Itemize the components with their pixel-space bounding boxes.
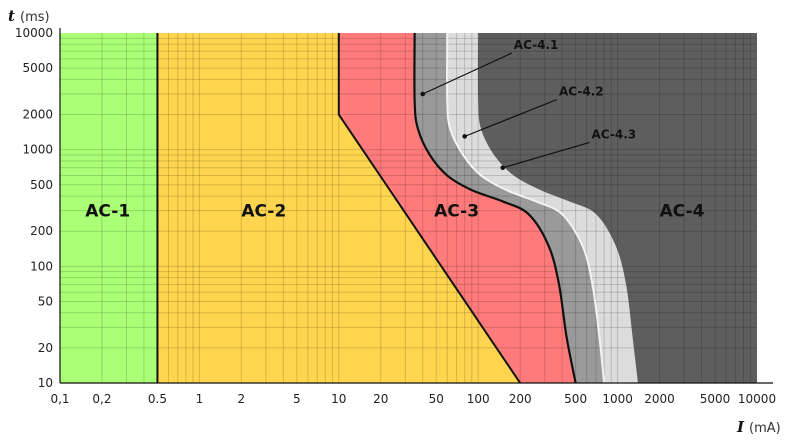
annotation-label-ac-4-2: AC-4.2 [559,84,604,98]
y-tick-label: 10000 [15,26,53,40]
annotation-dot-1 [420,91,426,97]
x-tick-label: 1000 [602,392,633,406]
lines-layer [156,32,606,384]
curve-c2-line [446,32,606,384]
x-tick-label: 200 [509,392,532,406]
x-tick-label: 50 [429,392,444,406]
annotation-dot-2 [462,134,467,139]
zone-ac-1 [60,33,158,383]
curve-c1-line [413,32,577,384]
y-tick-label: 1000 [22,143,53,157]
axes-layer [59,28,773,384]
annotation-dot-3 [500,165,506,171]
x-tick-label: 10000 [738,392,776,406]
x-tick-label: 0,2 [92,392,111,406]
zone-label-ac-3: AC-3 [434,202,479,222]
y-tick-label: 200 [30,224,53,238]
zone-label-ac-2: AC-2 [241,202,286,222]
y-tick-label: 2000 [22,108,53,122]
zone-ac-2 [60,33,521,383]
x-tick-label: 5 [293,392,301,406]
x-tick-label: 0.5 [148,392,167,406]
x-tick-label: 5000 [700,392,731,406]
y-tick-label: 5000 [22,61,53,75]
x-tick-label: 20 [373,392,388,406]
x-tick-label: 500 [564,392,587,406]
x-axis-symbol: I [736,418,745,436]
ticks-layer: 0,1 0,2 0.5 1 2 5 10 20 50 100 200 500 1000 2000 5000 1… [15,26,776,406]
x-tick-label: 10 [331,392,346,406]
y-tick-label: 20 [38,341,53,355]
x-tick-label: 2000 [644,392,675,406]
annotation-label-ac-4-3: AC-4.3 [592,127,637,141]
boundary-b-line [337,33,521,384]
zone-label-ac-4: AC-4 [660,202,705,222]
y-tick-label: 500 [30,178,53,192]
y-tick-label: 100 [30,259,53,273]
zone-label-ac-1: AC-1 [85,202,130,222]
x-tick-label: 1 [196,392,204,406]
y-tick-label: 50 [38,294,53,308]
y-axis-unit: (ms) [20,10,50,25]
y-axis-symbol: t [8,7,15,25]
annotation-leader-2 [464,98,558,137]
labels-layer: AC-1 AC-2 AC-3 AC-4 AC-4.1 AC-4.2 AC-4.3 [85,38,704,222]
zones-layer [60,33,757,383]
y-tick-label: 10 [38,376,53,390]
x-tick-label: 0,1 [50,392,69,406]
x-tick-label: 100 [467,392,490,406]
annotation-leader-3 [502,141,590,169]
x-tick-label: 2 [238,392,246,406]
annotation-label-ac-4-1: AC-4.1 [514,38,559,52]
x-axis-unit: (mA) [749,421,781,436]
annotation-leader-1 [422,52,513,95]
